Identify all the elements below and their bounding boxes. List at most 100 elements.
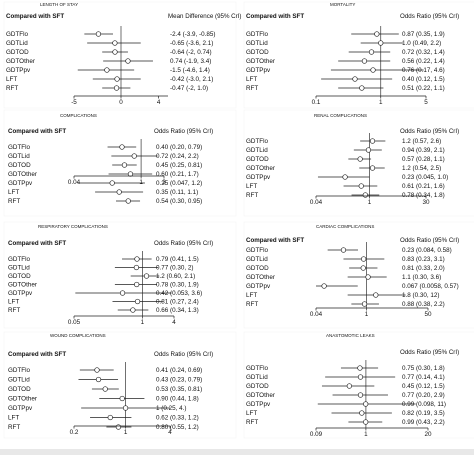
point-estimate [357, 392, 364, 398]
row-label: GDTPpv [246, 283, 271, 290]
x-tick-label: 1 [365, 311, 369, 318]
header-effect-measure: Odds Ratio (95% CrI) [400, 13, 459, 20]
estimate-text: 0.42 (0.053, 3.6) [156, 290, 202, 297]
row-label: GDTOther [246, 274, 275, 281]
point-estimate [362, 192, 369, 198]
estimate-text: 0.53 (0.35, 0.81) [156, 386, 202, 393]
point-estimate [125, 58, 131, 64]
point-estimate [357, 365, 363, 371]
point-estimate [368, 49, 375, 55]
row-label: GDTPpv [246, 67, 271, 74]
point-estimate [109, 180, 115, 186]
row-label: GDTOther [8, 282, 37, 289]
estimate-text: 0.74 (-1.9, 3.4) [170, 58, 211, 65]
estimate-text: 0.41 (0.24, 0.69) [156, 367, 202, 374]
estimate-text: 0.80 (0.55, 1.2) [156, 424, 199, 431]
estimate-text: 0.60 (0.21, 1.7) [156, 171, 199, 178]
row-label: GDTLid [6, 40, 28, 47]
panel-title: CARDIAC COMPLICATIONS [316, 224, 374, 229]
panel-mortality: MORTALITY Compared with SFT Odds Ratio (95… [243, 1, 474, 109]
row-label: GDTOD [246, 49, 269, 56]
point-estimate [359, 410, 365, 416]
bottom-strip [0, 449, 474, 455]
panel-frame [3, 221, 237, 329]
estimate-text: 0.62 (0.33, 1.2) [156, 415, 199, 422]
row-label: GDTLid [8, 377, 30, 384]
estimate-text: 0.79 (0.41, 1.5) [156, 256, 199, 263]
estimate-text: -2.4 (-3.9, -0.85) [170, 31, 216, 38]
estimate-text: 0.66 (0.34, 1.3) [156, 307, 199, 314]
estimate-text: 0.78 (0.34, 1.8) [402, 192, 445, 199]
row-label: RFT [246, 85, 258, 92]
x-tick-label: 0.1 [312, 99, 321, 106]
x-tick-label: 1 [141, 319, 145, 326]
header-compared-with: Compared with SFT [8, 240, 66, 247]
x-tick-label: 0.04 [310, 199, 323, 206]
point-estimate [134, 281, 140, 288]
point-estimate [374, 31, 380, 37]
x-tick-label: 50 [424, 311, 432, 318]
row-label: GDTOD [8, 273, 31, 280]
row-label: GDTOD [8, 162, 31, 169]
estimate-text: 0.87 (0.35, 1.9) [402, 31, 445, 38]
row-label: GDTFlo [246, 365, 269, 372]
row-label: RFT [8, 424, 20, 431]
row-label: RFT [246, 301, 258, 308]
estimate-text: 0.77 (0.20, 2.9) [402, 392, 445, 399]
point-estimate [373, 292, 379, 298]
point-estimate [94, 367, 100, 373]
x-tick-label: 1 [139, 179, 143, 186]
estimate-text: 0.40 (0.12, 1.5) [402, 76, 445, 83]
point-estimate [378, 40, 384, 46]
row-label: GDTFlo [8, 367, 31, 374]
panel-title: RESPIRATORY COMPLICATIONS [38, 224, 108, 229]
panel-frame [3, 1, 237, 109]
row-label: RFT [8, 307, 20, 314]
row-label: GDTPpv [8, 290, 33, 297]
x-tick-label: 0.05 [68, 319, 81, 326]
panel-frame [243, 331, 474, 439]
point-estimate [143, 273, 150, 279]
estimate-text: 0.82 (0.19, 3.5) [402, 410, 445, 417]
row-label: GDTLid [246, 40, 268, 47]
point-estimate [357, 374, 364, 380]
point-estimate [369, 165, 376, 171]
row-label: GDTFlo [246, 247, 269, 254]
panel-los: LENGTH OF STAY Compared with SFT Mean Diff… [3, 1, 241, 109]
estimate-text: 0.81 (0.27, 2.4) [156, 299, 199, 306]
estimate-text: 0.78 (0.30, 1.9) [156, 282, 199, 289]
estimate-text: 0.76 (0.17, 4.6) [402, 67, 445, 74]
point-estimate [113, 85, 120, 91]
point-estimate [104, 67, 110, 73]
estimate-text: 0.81 (0.33, 2.0) [402, 265, 445, 272]
estimate-text: 0.25 (0.047, 1.2) [156, 180, 202, 187]
x-tick-label: 1 [124, 429, 128, 436]
estimate-text: 0.99 (0.43, 2.2) [402, 419, 445, 426]
point-estimate [352, 76, 358, 82]
point-estimate [363, 419, 369, 425]
row-label: GDTOther [8, 171, 37, 178]
estimate-text: 0.94 (0.39, 2.1) [402, 147, 445, 154]
header-effect-measure: Odds Ratio (95% CrI) [400, 349, 459, 356]
x-tick-label: 20 [424, 431, 432, 438]
panel-frame [243, 1, 474, 109]
row-label: GDTOther [246, 392, 275, 399]
point-estimate [133, 264, 140, 271]
panel-frame [243, 221, 474, 329]
estimate-text: 1.2 (0.57, 2.6) [402, 138, 441, 145]
row-label: GDTOD [246, 383, 269, 390]
point-estimate [359, 85, 365, 91]
row-label: GDTOther [6, 58, 35, 65]
row-label: GDTOther [8, 396, 37, 403]
x-tick-label: 1 [368, 199, 372, 206]
row-label: GDTFlo [6, 31, 29, 38]
panel-frame [3, 331, 237, 439]
row-label: GDTLid [246, 374, 268, 381]
estimate-text: 0.56 (0.22, 1.4) [402, 58, 445, 65]
point-estimate [125, 198, 131, 204]
panel-frame [3, 109, 237, 217]
row-label: GDTOD [246, 156, 269, 163]
estimate-text: -1.5 (-4.6, 1.4) [170, 67, 210, 74]
row-label: GDTOD [8, 386, 31, 393]
